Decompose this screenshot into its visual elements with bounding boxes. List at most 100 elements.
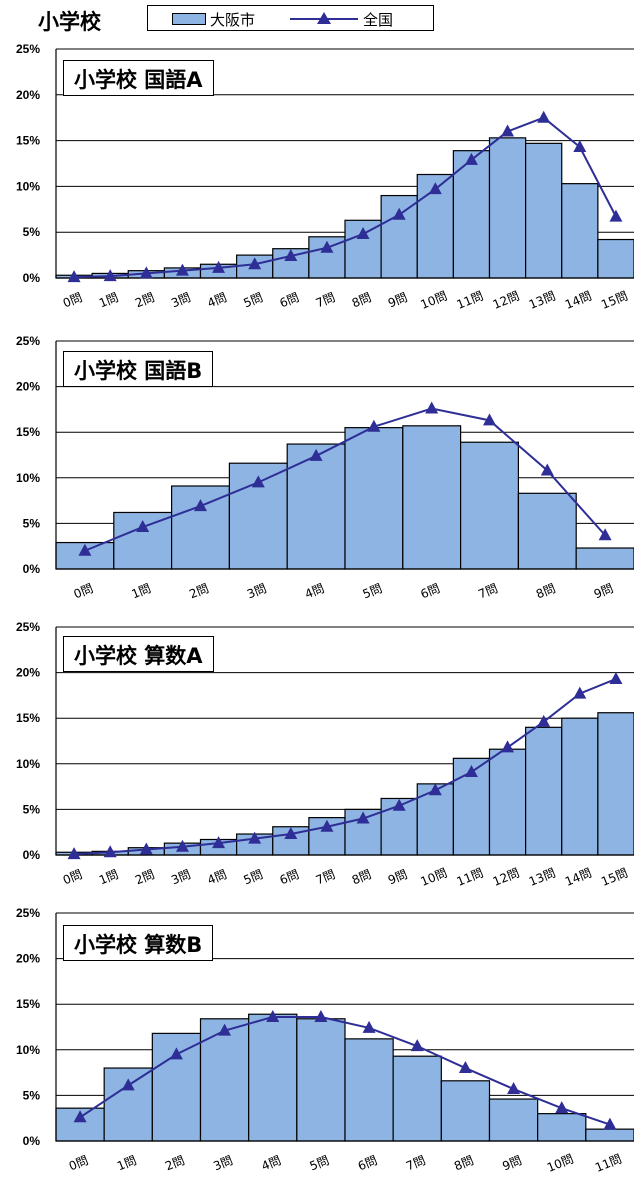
national-point bbox=[103, 269, 117, 282]
x-tick-label: 3問 bbox=[169, 867, 192, 887]
x-tick-label: 0問 bbox=[61, 867, 84, 887]
legend-line-swatch bbox=[290, 12, 358, 24]
x-tick-label: 9問 bbox=[592, 581, 615, 601]
national-point bbox=[356, 811, 370, 824]
x-tick-label: 5問 bbox=[241, 867, 264, 887]
national-point bbox=[356, 227, 370, 240]
y-tick-label: 0% bbox=[23, 562, 41, 576]
x-tick-label: 13問 bbox=[527, 289, 558, 312]
x-tick-label: 4問 bbox=[205, 867, 228, 887]
x-tick-label: 7問 bbox=[314, 867, 337, 887]
national-line bbox=[74, 678, 617, 856]
bar bbox=[488, 1098, 539, 1142]
x-tick-label: 8問 bbox=[350, 290, 373, 310]
national-point bbox=[501, 124, 515, 137]
national-point bbox=[464, 765, 478, 778]
national-point bbox=[392, 207, 406, 220]
national-point bbox=[212, 836, 226, 849]
national-point bbox=[555, 1101, 569, 1114]
bar bbox=[585, 1128, 634, 1142]
bar bbox=[517, 492, 577, 570]
x-tick-label: 5問 bbox=[361, 581, 384, 601]
national-point bbox=[573, 140, 587, 153]
bar bbox=[402, 425, 462, 570]
y-tick-label: 0% bbox=[23, 271, 41, 285]
bar bbox=[488, 748, 527, 856]
national-point bbox=[309, 448, 323, 461]
y-tick-label: 15% bbox=[16, 711, 40, 725]
national-point bbox=[78, 543, 92, 556]
bar bbox=[199, 1018, 250, 1142]
x-tick-label: 10問 bbox=[419, 866, 450, 889]
national-line bbox=[84, 407, 606, 552]
legend-bar-swatch bbox=[172, 13, 206, 25]
x-tick-label: 0問 bbox=[72, 581, 95, 601]
y-tick-label: 0% bbox=[23, 1134, 41, 1148]
x-tick-label: 3問 bbox=[211, 1153, 234, 1173]
x-tick-label: 6問 bbox=[278, 290, 301, 310]
national-point bbox=[425, 401, 439, 414]
x-tick-label: 7問 bbox=[314, 290, 337, 310]
national-point bbox=[573, 686, 587, 699]
national-point bbox=[218, 1023, 232, 1036]
x-tick-label: 1問 bbox=[97, 867, 120, 887]
x-tick-label: 1問 bbox=[115, 1153, 138, 1173]
x-tick-label: 5問 bbox=[308, 1153, 331, 1173]
bar bbox=[597, 712, 634, 856]
bar bbox=[460, 441, 520, 570]
national-point bbox=[136, 520, 150, 533]
national-point bbox=[320, 819, 334, 832]
x-tick-label: 8問 bbox=[452, 1153, 475, 1173]
bar bbox=[561, 717, 599, 856]
x-tick-label: 13問 bbox=[527, 866, 558, 889]
bar bbox=[452, 150, 491, 279]
y-tick-label: 10% bbox=[16, 1043, 40, 1057]
y-tick-label: 25% bbox=[16, 334, 40, 348]
national-point bbox=[67, 270, 81, 283]
y-tick-label: 25% bbox=[16, 42, 40, 56]
national-point bbox=[67, 847, 81, 860]
bar bbox=[286, 443, 346, 570]
x-tick-label: 2問 bbox=[133, 290, 156, 310]
bar bbox=[440, 1080, 491, 1142]
x-tick-label: 2問 bbox=[163, 1153, 186, 1173]
x-tick-label: 8問 bbox=[534, 581, 557, 601]
x-tick-label: 1問 bbox=[129, 581, 152, 601]
y-tick-label: 20% bbox=[16, 380, 40, 394]
national-point bbox=[428, 783, 442, 796]
national-point bbox=[139, 266, 153, 279]
national-point bbox=[320, 240, 334, 253]
x-tick-label: 4問 bbox=[303, 581, 326, 601]
national-point bbox=[598, 528, 612, 541]
national-point bbox=[169, 1047, 183, 1060]
chart-1: 0%5%10%15%20%25%0問 1問 2問 3問 4問 5問 6問 7問 8問 9問 10問 1… bbox=[16, 42, 634, 312]
page-title: 小学校 bbox=[38, 10, 101, 34]
national-point bbox=[73, 1110, 87, 1123]
x-tick-label: 11問 bbox=[455, 289, 486, 312]
y-tick-label: 0% bbox=[23, 848, 41, 862]
y-tick-label: 10% bbox=[16, 471, 40, 485]
national-point bbox=[212, 260, 226, 273]
legend-city-label: 大阪市 bbox=[210, 11, 256, 29]
x-tick-label: 5問 bbox=[241, 290, 264, 310]
x-tick-label: 4問 bbox=[260, 1153, 283, 1173]
national-point bbox=[284, 827, 298, 840]
national-line bbox=[74, 116, 617, 279]
x-tick-label: 6問 bbox=[418, 581, 441, 601]
x-tick-label: 9問 bbox=[386, 867, 409, 887]
bar bbox=[575, 547, 634, 570]
x-tick-label: 2問 bbox=[187, 581, 210, 601]
x-tick-label: 0問 bbox=[67, 1153, 90, 1173]
bar bbox=[392, 1055, 442, 1142]
y-tick-label: 15% bbox=[16, 997, 40, 1011]
national-point bbox=[194, 499, 207, 512]
x-tick-label: 14問 bbox=[563, 289, 594, 312]
national-point bbox=[483, 413, 496, 426]
y-tick-label: 10% bbox=[16, 757, 40, 771]
chart-title: 小学校 国語A bbox=[63, 60, 214, 96]
national-point bbox=[609, 671, 623, 684]
national-point bbox=[139, 842, 153, 855]
bar bbox=[344, 427, 404, 570]
bar bbox=[597, 238, 634, 279]
x-tick-label: 12問 bbox=[491, 866, 522, 889]
